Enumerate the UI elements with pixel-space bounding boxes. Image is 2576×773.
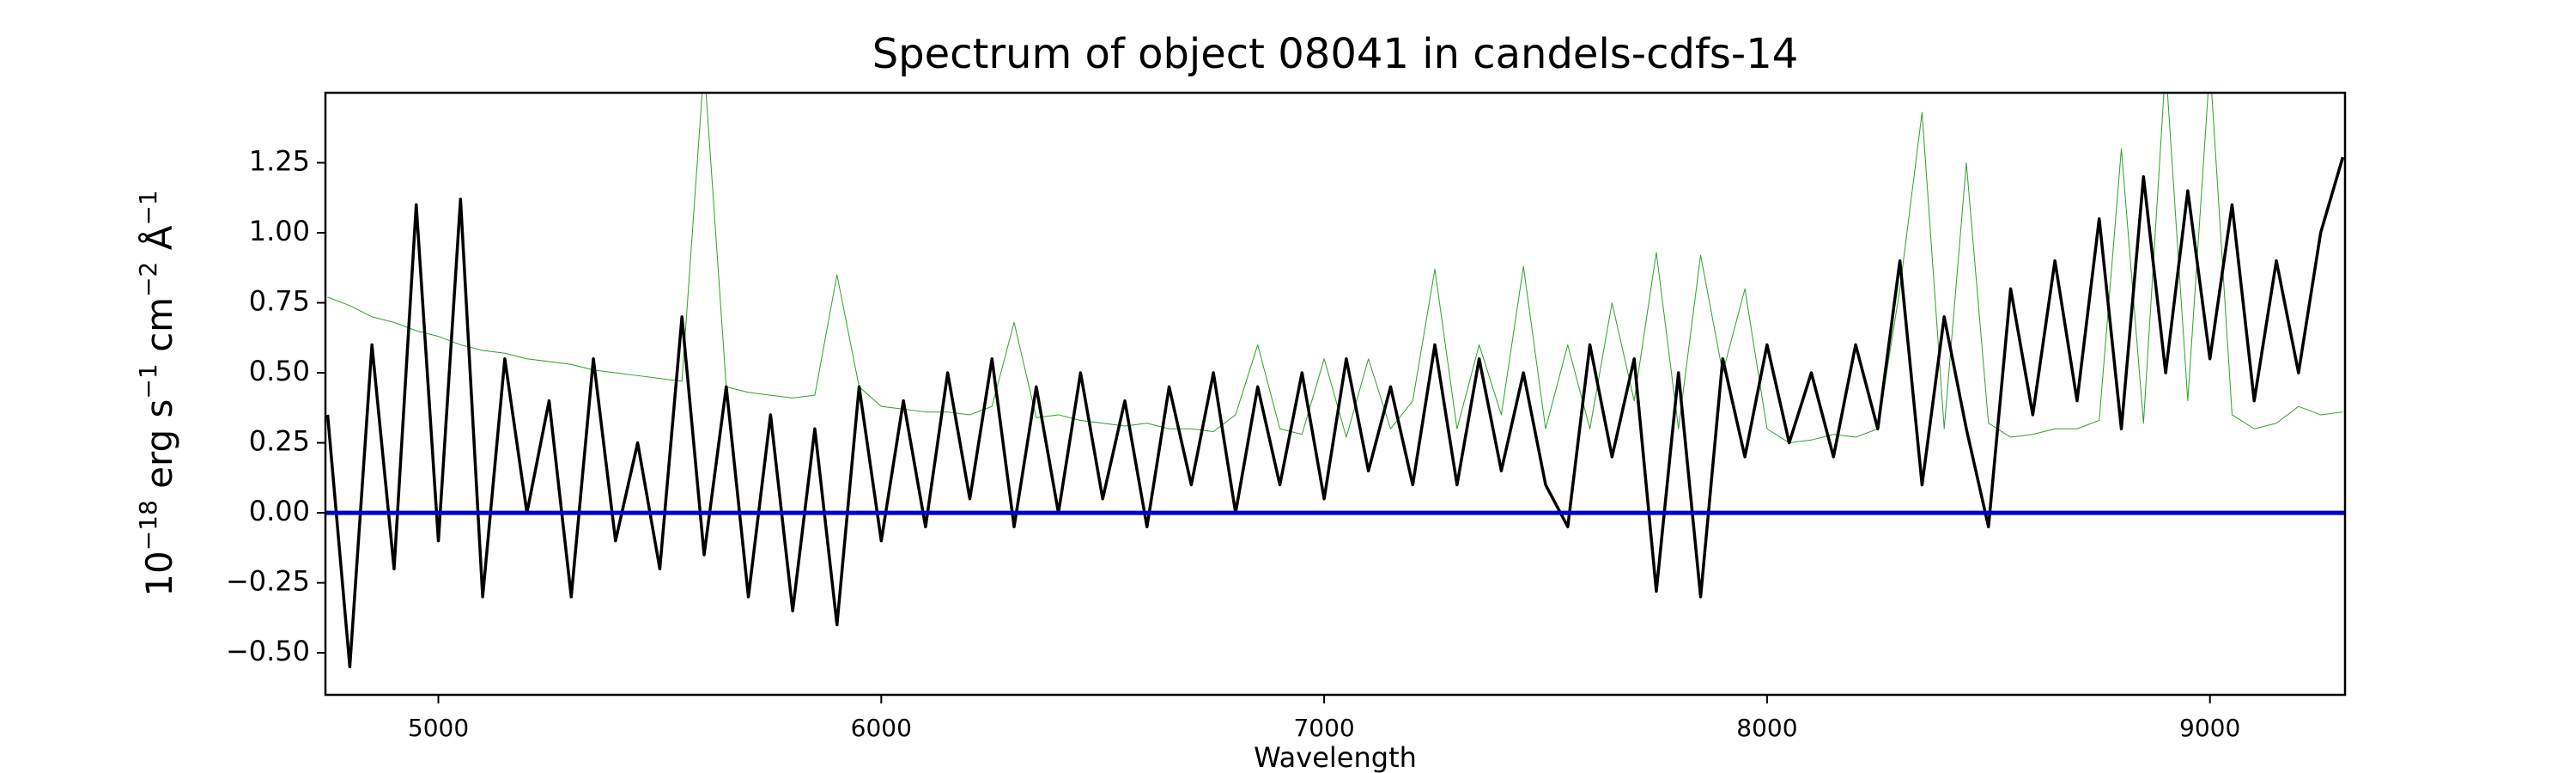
y-label-part: Å	[137, 225, 180, 261]
x-tick-label: 9000	[2179, 714, 2240, 742]
y-label-part: −18	[134, 500, 162, 551]
y-label-part: erg s	[138, 399, 180, 501]
y-axis-label: 10−18 erg s−1 cm−2 Å−1	[134, 190, 180, 596]
x-axis-label: Wavelength	[1254, 741, 1417, 773]
y-tick-label: 0.25	[249, 425, 310, 458]
y-label-part: −1	[134, 363, 162, 399]
spectrum-line	[325, 156, 2345, 669]
y-tick-label: 1.00	[249, 215, 310, 247]
y-tick-label: −0.50	[226, 635, 310, 667]
plot-area	[325, 93, 2345, 669]
y-label-part: −1	[134, 190, 162, 225]
axes-frame	[324, 91, 2347, 697]
x-tick-label: 7000	[1293, 714, 1354, 742]
x-tick-label: 5000	[408, 714, 469, 742]
chart-title: Spectrum of object 08041 in candels-cdfs…	[872, 30, 1799, 78]
x-tick-label: 6000	[851, 714, 912, 742]
y-tick-label: 0.00	[249, 495, 310, 527]
spectrum-line	[327, 93, 2343, 444]
y-label-part: 10	[138, 551, 180, 596]
y-tick-label: 0.50	[249, 355, 310, 387]
y-tick-label: −0.25	[226, 565, 310, 598]
x-tick-label: 8000	[1736, 714, 1797, 742]
y-label-part: −2	[134, 262, 162, 297]
y-tick-label: 0.75	[249, 285, 310, 318]
y-tick-label: 1.25	[249, 145, 310, 178]
y-label-part: cm	[138, 297, 180, 363]
